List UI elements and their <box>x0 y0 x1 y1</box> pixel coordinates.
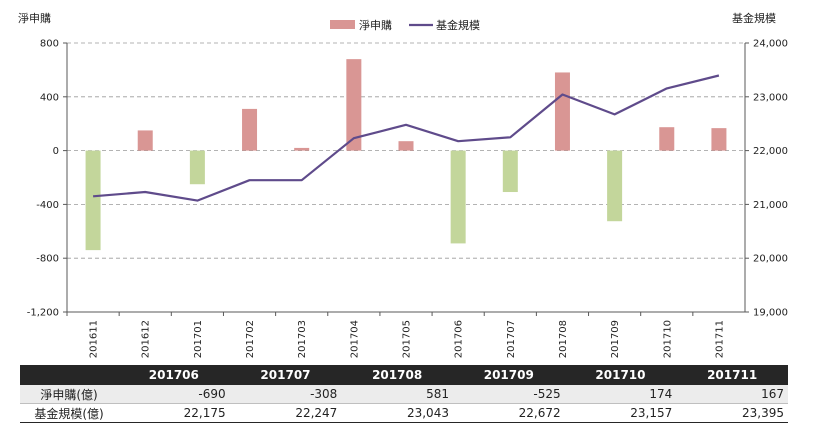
table-header-cell <box>20 365 118 385</box>
fund-size-line <box>93 74 720 202</box>
right-tick-label: 21,000 <box>753 200 788 211</box>
x-tick-label: 201705 <box>402 320 413 358</box>
bar-201708 <box>554 72 570 151</box>
bar-201709 <box>607 150 623 222</box>
fund-size-series-line <box>93 74 720 202</box>
table-cell: -690 <box>118 385 230 404</box>
bar-201612 <box>137 130 153 151</box>
table-header-cell: 201707 <box>229 365 342 385</box>
legend: 淨申購 基金規模 <box>330 18 480 32</box>
right-tick-label: 22,000 <box>753 146 788 157</box>
bar-201702 <box>242 108 258 151</box>
table-cell: -525 <box>452 385 565 404</box>
combo-chart: 淨申購 基金規模 淨申購 基金規模 8004000-400-800-1,200 … <box>18 11 788 358</box>
table-row: 淨申購(億) -690 -308 581 -525 174 167 <box>20 385 788 404</box>
summary-table: 201706 201707 201708 201709 201710 20171… <box>20 365 788 423</box>
legend-label-fund-size: 基金規模 <box>436 18 480 32</box>
gridlines <box>67 42 745 259</box>
x-tick-label: 201704 <box>349 320 360 358</box>
table-cell: 23,157 <box>564 403 677 423</box>
table-row: 基金規模(億) 22,175 22,247 23,043 22,672 23,1… <box>20 403 788 423</box>
bar-201706 <box>450 150 466 244</box>
axes <box>66 43 746 313</box>
x-tick-label: 201611 <box>89 320 100 358</box>
x-tick-label: 201701 <box>193 320 204 358</box>
table-cell: 23,395 <box>676 403 788 423</box>
left-tick-label: 800 <box>40 39 59 50</box>
x-tick-label: 201703 <box>297 320 308 358</box>
right-tick-label: 24,000 <box>753 39 788 50</box>
table-header-cell: 201711 <box>676 365 788 385</box>
table-header-cell: 201708 <box>341 365 453 385</box>
right-axis-title: 基金規模 <box>732 11 776 25</box>
right-tick-label: 20,000 <box>753 254 788 265</box>
table-header-cell: 201706 <box>118 365 230 385</box>
table-cell: 22,175 <box>118 403 230 423</box>
left-tick-label: -1,200 <box>27 308 59 319</box>
left-tick-label: -400 <box>36 200 59 211</box>
table-row-label: 基金規模(億) <box>20 403 118 423</box>
table-header-row: 201706 201707 201708 201709 201710 20171… <box>20 365 788 385</box>
bar-201710 <box>659 127 675 151</box>
x-tick-label: 201710 <box>662 320 673 358</box>
table-header-cell: 201710 <box>564 365 677 385</box>
left-tick-label: 400 <box>40 92 59 103</box>
right-axis-ticks: 24,000 23,000 22,000 21,000 20,000 19,000 <box>745 39 788 319</box>
table-cell: 174 <box>564 385 677 404</box>
x-tick-label: 201706 <box>454 320 465 358</box>
left-tick-label: -800 <box>36 254 59 265</box>
table-cell: -308 <box>229 385 342 404</box>
left-tick-label: 0 <box>53 146 59 157</box>
table-cell: 581 <box>341 385 453 404</box>
table-header-cell: 201709 <box>452 365 565 385</box>
left-axis-ticks: 800 400 0 -400 -800 -1,200 <box>27 39 67 319</box>
table-cell: 22,247 <box>229 403 342 423</box>
right-tick-label: 19,000 <box>753 308 788 319</box>
x-tick-label: 201709 <box>610 320 621 358</box>
legend-label-net-subscription: 淨申購 <box>359 18 392 32</box>
bar-201711 <box>711 128 727 151</box>
net-subscription-bars <box>85 59 727 251</box>
left-axis-title: 淨申購 <box>18 11 51 25</box>
x-tick-label: 201711 <box>714 320 725 358</box>
table-row-label: 淨申購(億) <box>20 385 118 404</box>
x-tick-label: 201707 <box>506 320 517 358</box>
bar-201707 <box>502 150 518 193</box>
right-tick-label: 23,000 <box>753 92 788 103</box>
bar-201703 <box>294 147 310 151</box>
legend-swatch-net-subscription <box>330 20 355 29</box>
table-cell: 167 <box>676 385 788 404</box>
x-axis-ticks: 201611 201612 201701 201702 201703 201704 2017… <box>66 312 725 358</box>
table-cell: 22,672 <box>452 403 565 423</box>
bar-201611 <box>85 150 101 251</box>
x-tick-label: 201612 <box>141 320 152 358</box>
bar-201704 <box>346 59 362 151</box>
table-cell: 23,043 <box>341 403 453 423</box>
x-tick-label: 201702 <box>245 320 256 358</box>
bar-201705 <box>398 141 414 151</box>
x-tick-label: 201708 <box>558 320 569 358</box>
bar-201701 <box>189 150 205 185</box>
